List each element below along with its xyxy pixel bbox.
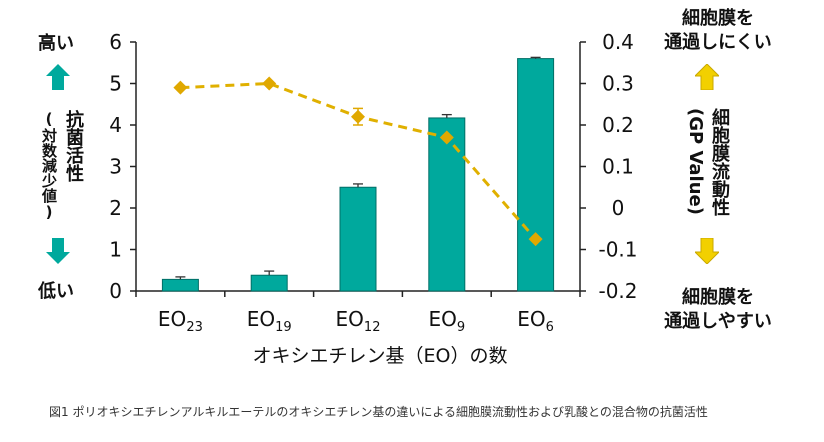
left-low-label: 低い — [38, 281, 74, 302]
x-tick-label: EO6 — [517, 307, 554, 335]
x-axis-title: オキシエチレン基（EO）の数 — [252, 345, 508, 367]
bar — [428, 117, 466, 292]
left-axis-title-line2: (対数減少値) — [40, 110, 58, 221]
down-arrow-icon — [46, 238, 70, 264]
x-tick-label: EO12 — [336, 307, 381, 335]
right-tick-label: 0.1 — [602, 155, 634, 179]
right-tick-label: 0.2 — [602, 113, 634, 137]
right-tick-label: 0.4 — [602, 30, 634, 54]
right-top-label-2: 通過しにくい — [664, 32, 772, 53]
x-tick-label: EO23 — [158, 307, 203, 335]
right-axis-title-line2: (GP Value) — [685, 108, 706, 215]
gp-value-point — [173, 80, 188, 95]
left-tick-label: 5 — [109, 72, 122, 96]
left-tick-label: 0 — [109, 279, 122, 303]
bar — [517, 58, 555, 292]
bar — [161, 278, 199, 292]
left-axis-title: 抗菌活性 (対数減少値) — [38, 110, 84, 221]
left-tick-label: 6 — [109, 30, 122, 54]
right-tick-label: 0.3 — [602, 72, 634, 96]
left-high-label: 高い — [38, 33, 74, 54]
right-tick-label: -0.1 — [598, 238, 637, 262]
figure-caption: 図1 ポリオキシエチレンアルキルエーテルのオキシエチレン基の違いによる細胞膜流動… — [49, 405, 708, 419]
x-tick-label: EO19 — [247, 307, 292, 335]
right-top-label-1: 細胞膜を — [682, 8, 754, 29]
up-arrow-icon — [695, 64, 719, 90]
chart-area: 0 1 2 3 4 5 6 -0.2 -0.1 0 0.1 0.2 0.3 0.4 EO23 EO19 EO12… — [109, 30, 637, 335]
right-tick-label: -0.2 — [598, 279, 637, 303]
down-arrow-icon — [695, 238, 719, 264]
right-axis-title: 細胞膜流動性 (GP Value) — [684, 108, 730, 216]
left-axis-title-line1: 抗菌活性 — [63, 110, 84, 182]
left-tick-label: 4 — [109, 113, 122, 137]
left-tick-label: 3 — [109, 155, 122, 179]
bar — [250, 274, 288, 292]
gp-value-point — [439, 130, 454, 145]
right-axis-title-line1: 細胞膜流動性 — [709, 108, 730, 216]
right-tick-label: 0 — [612, 196, 625, 220]
x-tick-label: EO9 — [428, 307, 465, 335]
gp-value-point — [528, 232, 543, 247]
right-bottom-label-1: 細胞膜を — [682, 287, 754, 308]
left-tick-label: 1 — [109, 238, 122, 262]
gp-value-point — [351, 109, 365, 124]
right-bottom-label-2: 通過しやすい — [664, 311, 772, 332]
bar — [339, 186, 377, 292]
up-arrow-icon — [46, 64, 70, 90]
left-tick-label: 2 — [109, 196, 122, 220]
gp-value-point — [262, 76, 277, 91]
